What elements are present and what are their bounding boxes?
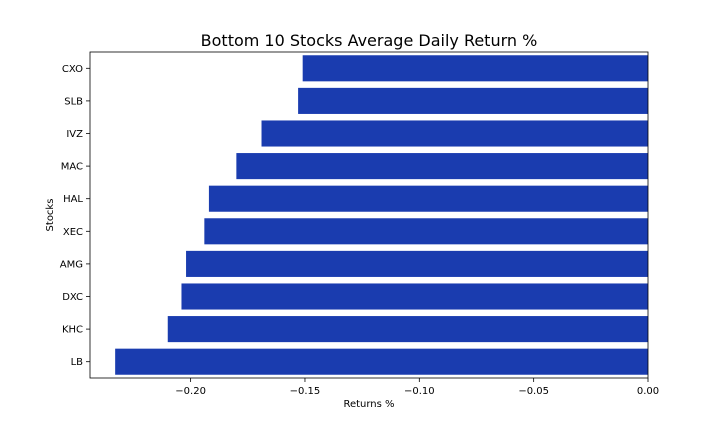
x-axis-label: Returns %	[343, 399, 394, 410]
bar-khc	[167, 316, 649, 343]
bar-amg	[186, 250, 648, 277]
x-tick-label: −0.15	[290, 386, 321, 397]
bar-mac	[236, 153, 648, 180]
y-tick-label: XEC	[63, 227, 83, 238]
y-tick-label: LB	[71, 357, 84, 368]
y-tick-label: IVZ	[66, 129, 83, 140]
y-tick-label: MAC	[61, 162, 83, 173]
x-tick-label: −0.20	[175, 386, 206, 397]
bar-xec	[204, 218, 648, 245]
bar-ivz	[261, 120, 648, 147]
y-tick-label: SLB	[64, 96, 83, 107]
y-axis-label: Stocks	[45, 199, 56, 232]
y-tick-label: KHC	[62, 325, 83, 336]
plot-frame	[89, 51, 649, 379]
bar-hal	[208, 185, 648, 212]
bar-cxo	[302, 55, 648, 82]
x-axis-ticks: −0.20 −0.15 −0.10 −0.05 0.00	[175, 378, 659, 397]
x-tick-label: −0.05	[518, 386, 549, 397]
y-tick-label: DXC	[62, 292, 83, 303]
bars-group	[115, 55, 649, 375]
y-tick-label: HAL	[63, 194, 83, 205]
x-tick-label: 0.00	[637, 386, 659, 397]
bar-dxc	[181, 283, 648, 310]
chart-title: Bottom 10 Stocks Average Daily Return %	[201, 31, 538, 50]
y-tick-label: CXO	[62, 64, 83, 75]
bar-lb	[115, 348, 648, 375]
x-tick-label: −0.10	[404, 386, 435, 397]
y-tick-label: AMG	[60, 259, 83, 270]
bar-slb	[298, 87, 648, 114]
y-axis-ticks: CXO SLB IVZ MAC HAL XEC AMG DXC KHC LB	[60, 64, 90, 368]
